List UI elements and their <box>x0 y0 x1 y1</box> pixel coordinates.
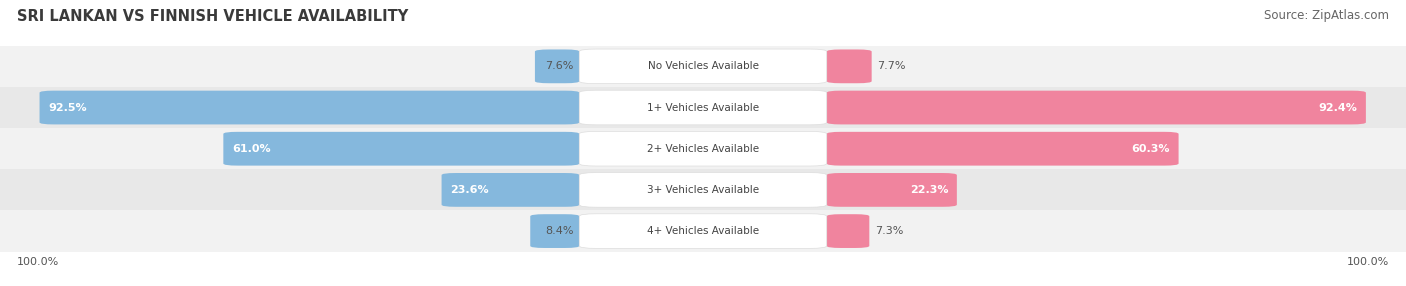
FancyBboxPatch shape <box>39 91 579 124</box>
FancyBboxPatch shape <box>827 49 872 83</box>
Text: SRI LANKAN VS FINNISH VEHICLE AVAILABILITY: SRI LANKAN VS FINNISH VEHICLE AVAILABILI… <box>17 9 408 23</box>
Text: 100.0%: 100.0% <box>17 257 59 267</box>
FancyBboxPatch shape <box>441 173 579 207</box>
Text: 8.4%: 8.4% <box>546 226 574 236</box>
FancyBboxPatch shape <box>579 173 827 207</box>
FancyBboxPatch shape <box>224 132 579 166</box>
Text: Source: ZipAtlas.com: Source: ZipAtlas.com <box>1264 9 1389 21</box>
FancyBboxPatch shape <box>579 49 827 84</box>
Text: 7.6%: 7.6% <box>546 61 574 71</box>
Text: No Vehicles Available: No Vehicles Available <box>648 61 758 71</box>
Bar <box>0 87 1406 128</box>
FancyBboxPatch shape <box>827 214 869 248</box>
Text: 1+ Vehicles Available: 1+ Vehicles Available <box>647 103 759 112</box>
Bar <box>0 169 1406 210</box>
FancyBboxPatch shape <box>579 214 827 248</box>
Text: 3+ Vehicles Available: 3+ Vehicles Available <box>647 185 759 195</box>
FancyBboxPatch shape <box>534 49 579 83</box>
FancyBboxPatch shape <box>827 173 957 207</box>
Text: 60.3%: 60.3% <box>1132 144 1170 154</box>
Text: 100.0%: 100.0% <box>1347 257 1389 267</box>
Text: 61.0%: 61.0% <box>232 144 270 154</box>
Text: 92.5%: 92.5% <box>48 103 87 112</box>
Text: 22.3%: 22.3% <box>910 185 949 195</box>
Text: 23.6%: 23.6% <box>450 185 489 195</box>
Text: 7.7%: 7.7% <box>877 61 905 71</box>
Text: 2+ Vehicles Available: 2+ Vehicles Available <box>647 144 759 154</box>
FancyBboxPatch shape <box>827 91 1365 124</box>
FancyBboxPatch shape <box>579 90 827 125</box>
Bar <box>0 210 1406 252</box>
Bar <box>0 46 1406 87</box>
Text: 4+ Vehicles Available: 4+ Vehicles Available <box>647 226 759 236</box>
Text: 92.4%: 92.4% <box>1319 103 1357 112</box>
FancyBboxPatch shape <box>579 132 827 166</box>
Bar <box>0 128 1406 169</box>
FancyBboxPatch shape <box>530 214 579 248</box>
Text: 7.3%: 7.3% <box>875 226 903 236</box>
FancyBboxPatch shape <box>827 132 1178 166</box>
